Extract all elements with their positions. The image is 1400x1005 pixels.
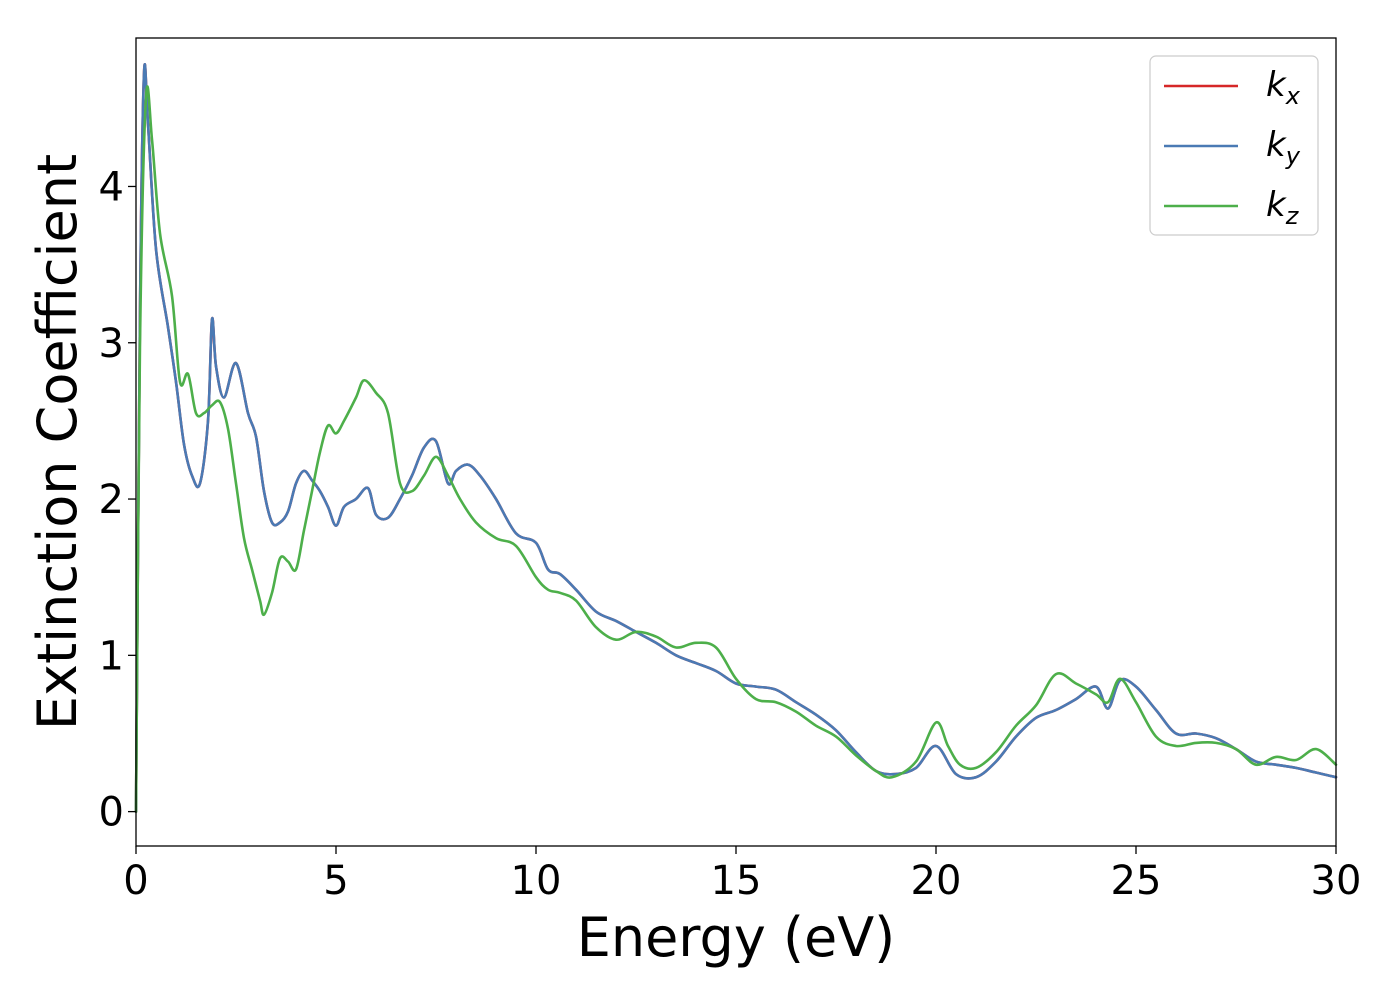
x-axis-ticks: 0 5 10 15 20 25 30 <box>123 846 1361 904</box>
y-tick-label: 4 <box>99 164 124 210</box>
series-line-y <box>134 63 1338 813</box>
x-axis-label: Energy (eV) <box>577 906 896 969</box>
series-layer <box>134 63 1338 813</box>
x-tick-label: 25 <box>1111 858 1162 904</box>
x-tick-label: 20 <box>911 858 962 904</box>
y-tick-label: 3 <box>99 321 124 367</box>
series-line-z <box>134 85 1338 813</box>
x-tick-label: 5 <box>323 858 348 904</box>
x-tick-label: 10 <box>511 858 562 904</box>
legend-label-x: kx <box>1266 65 1301 110</box>
y-tick-label: 1 <box>99 633 124 679</box>
x-tick-label: 30 <box>1311 858 1362 904</box>
x-tick-label: 0 <box>123 858 148 904</box>
x-tick-label: 15 <box>711 858 762 904</box>
y-axis-label: Extinction Coefficient <box>26 154 89 730</box>
legend-label-y: ky <box>1266 125 1301 170</box>
y-axis-ticks: 0 1 2 3 4 <box>99 164 136 836</box>
y-tick-label: 2 <box>99 477 124 523</box>
y-tick-label: 0 <box>99 790 124 836</box>
